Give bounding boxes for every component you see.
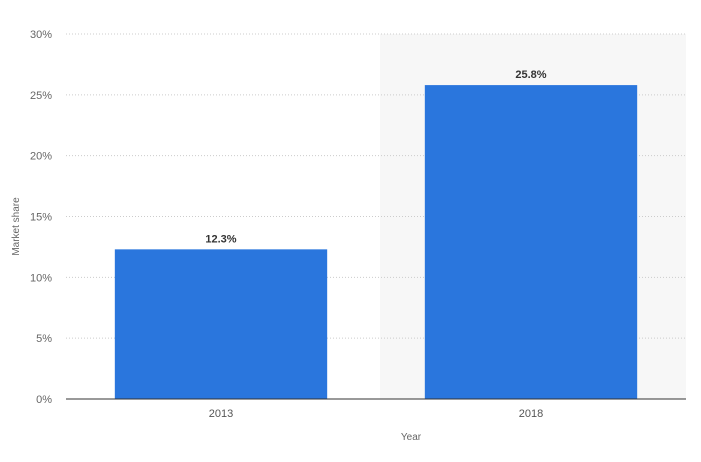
y-axis-title: Market share	[11, 197, 22, 256]
y-tick-label: 25%	[30, 90, 52, 102]
bar-2013	[114, 249, 328, 399]
y-tick-label: 30%	[30, 29, 52, 41]
bars	[114, 85, 638, 399]
y-axis-ticks: 0% 5% 10% 15% 20% 25% 30%	[30, 29, 52, 406]
y-tick-label: 5%	[36, 333, 52, 345]
y-tick-label: 0%	[36, 394, 52, 406]
y-tick-label: 10%	[30, 272, 52, 284]
bar-2018	[424, 85, 638, 399]
data-label-2013: 12.3%	[205, 233, 236, 245]
y-tick-label: 15%	[30, 212, 52, 224]
x-axis-title: Year	[401, 432, 422, 443]
x-axis-categories: 2013 2018	[209, 408, 543, 420]
y-tick-label: 20%	[30, 151, 52, 163]
data-labels: 12.3% 25.8%	[205, 69, 546, 245]
x-tick-label-2013: 2013	[209, 408, 233, 420]
data-label-2018: 25.8%	[515, 69, 546, 81]
x-tick-label-2018: 2018	[519, 408, 543, 420]
